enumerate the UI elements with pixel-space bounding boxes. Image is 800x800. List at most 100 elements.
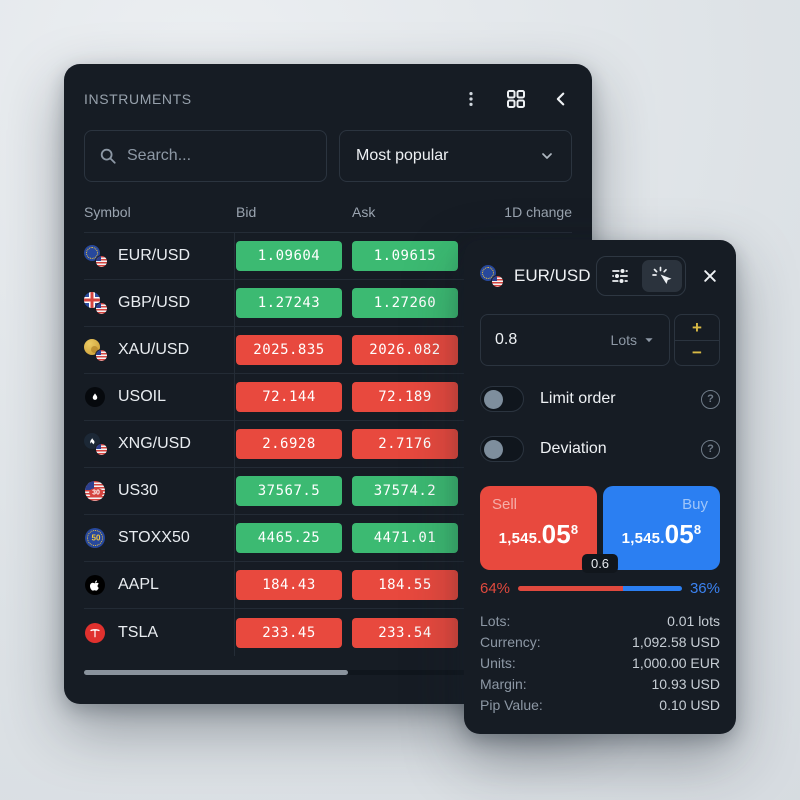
order-panel: EUR/USD Lots + − Limit order ? (464, 240, 736, 734)
bid-price-button[interactable]: 1.27243 (236, 288, 342, 318)
bid-price-button[interactable]: 184.43 (236, 570, 342, 600)
bid-price-button[interactable]: 2025.835 (236, 335, 342, 365)
instrument-icon (84, 573, 108, 597)
volume-increase-button[interactable]: + (675, 315, 719, 341)
bid-price-button[interactable]: 1.09604 (236, 241, 342, 271)
sentiment-sell-segment (518, 586, 623, 591)
detail-value: 10.93 USD (651, 676, 720, 692)
instrument-icon (84, 432, 108, 456)
detail-label: Margin: (480, 676, 527, 692)
chevron-down-icon (645, 338, 653, 343)
instrument-symbol: STOXX50 (118, 529, 190, 546)
grid-view-icon[interactable] (504, 87, 528, 111)
instrument-row[interactable]: XNG/USD 2.6928 2.7176 (84, 421, 572, 468)
detail-row: Units: 1,000.00 EUR (480, 653, 720, 674)
sentiment-bar: 64% 36% (480, 580, 720, 597)
instruments-table: EUR/USD 1.09604 1.09615 GBP/USD 1.27243 … (84, 232, 572, 656)
collapse-panel-icon[interactable] (550, 88, 572, 110)
column-1d-change: 1D change (504, 204, 572, 220)
search-input[interactable] (127, 147, 312, 165)
panel-title: INSTRUMENTS (84, 91, 192, 107)
detail-label: Pip Value: (480, 697, 543, 713)
order-symbol: EUR/USD (514, 266, 591, 285)
volume-unit-dropdown[interactable]: Lots (611, 332, 655, 348)
ask-price-button[interactable]: 1.09615 (352, 241, 458, 271)
instrument-row[interactable]: 50 STOXX50 4465.25 4471.01 (84, 515, 572, 562)
instrument-symbol: XAU/USD (118, 341, 190, 358)
detail-label: Lots: (480, 613, 511, 629)
bid-price-button[interactable]: 72.144 (236, 382, 342, 412)
buy-price: 1,545.058 (621, 519, 702, 549)
volume-stepper: + − (674, 314, 720, 366)
ask-price-button[interactable]: 233.54 (352, 617, 458, 648)
instrument-symbol: USOIL (118, 388, 167, 405)
sell-label: Sell (492, 496, 518, 513)
bid-price-button[interactable]: 37567.5 (236, 476, 342, 506)
instrument-row[interactable]: AAPL 184.43 184.55 (84, 562, 572, 609)
detail-row: Margin: 10.93 USD (480, 674, 720, 695)
deviation-toggle[interactable] (480, 436, 524, 462)
column-divider (234, 233, 235, 656)
volume-input[interactable] (495, 331, 555, 349)
volume-field[interactable]: Lots (480, 314, 670, 366)
eu-flag-icon (85, 528, 105, 548)
bid-price-button[interactable]: 2.6928 (236, 429, 342, 459)
scrollbar-thumb[interactable] (84, 670, 348, 675)
volume-decrease-button[interactable]: − (675, 341, 719, 366)
ask-price-button[interactable]: 4471.01 (352, 523, 458, 553)
detail-value: 1,000.00 EUR (632, 655, 720, 671)
sort-dropdown-value: Most popular (356, 147, 449, 164)
ask-price-button[interactable]: 184.55 (352, 570, 458, 600)
limit-order-help-icon[interactable]: ? (701, 389, 720, 409)
sentiment-buy-segment (622, 586, 682, 591)
instrument-icon (84, 385, 108, 409)
instrument-row[interactable]: EUR/USD 1.09604 1.09615 (84, 233, 572, 280)
sell-percent: 64% (480, 580, 511, 597)
volume-unit-label: Lots (610, 332, 637, 348)
kebab-menu-icon[interactable] (460, 88, 482, 110)
detail-label: Units: (480, 655, 516, 671)
instrument-row[interactable]: TSLA 233.45 233.54 (84, 609, 572, 656)
instrument-row[interactable]: XAU/USD 2025.835 2026.082 (84, 327, 572, 374)
oil-drop-icon (85, 387, 105, 407)
ask-price-button[interactable]: 37574.2 (352, 476, 458, 506)
instrument-symbol: US30 (118, 482, 159, 499)
detail-row: Lots: 0.01 lots (480, 611, 720, 632)
limit-order-label: Limit order (540, 390, 616, 407)
deviation-label: Deviation (540, 440, 607, 457)
sort-dropdown[interactable]: Most popular (339, 130, 572, 182)
one-click-trading-icon[interactable] (642, 260, 682, 292)
buy-button[interactable]: Buy 1,545.058 (603, 486, 720, 570)
limit-order-toggle[interactable] (480, 386, 524, 412)
search-box[interactable] (84, 130, 327, 182)
detail-value: 0.10 USD (659, 697, 720, 713)
table-header: Symbol Bid Ask 1D change (84, 204, 572, 232)
close-icon[interactable] (700, 266, 720, 286)
ask-price-button[interactable]: 2.7176 (352, 429, 458, 459)
bid-price-button[interactable]: 4465.25 (236, 523, 342, 553)
instrument-row[interactable]: 30 US30 37567.5 37574.2 (84, 468, 572, 515)
detail-value: 0.01 lots (667, 613, 720, 629)
ask-price-button[interactable]: 2026.082 (352, 335, 458, 365)
instrument-row[interactable]: USOIL 72.144 72.189 (84, 374, 572, 421)
bid-price-button[interactable]: 233.45 (236, 617, 342, 648)
order-settings-icon[interactable] (600, 260, 640, 292)
instrument-symbol: XNG/USD (118, 435, 191, 452)
horizontal-scrollbar[interactable] (84, 670, 572, 675)
detail-label: Currency: (480, 634, 541, 650)
instrument-icon: 50 (84, 526, 108, 550)
instrument-symbol: EUR/USD (118, 247, 191, 264)
column-symbol: Symbol (84, 204, 131, 220)
buy-percent: 36% (689, 580, 720, 597)
sell-price: 1,545.058 (498, 519, 579, 549)
tesla-logo-icon (85, 622, 105, 643)
ask-price-button[interactable]: 1.27260 (352, 288, 458, 318)
sell-button[interactable]: Sell 1,545.058 (480, 486, 597, 570)
apple-logo-icon (85, 575, 105, 595)
deviation-help-icon[interactable]: ? (701, 439, 720, 459)
ask-price-button[interactable]: 72.189 (352, 382, 458, 412)
search-icon (99, 147, 117, 165)
instrument-row[interactable]: GBP/USD 1.27243 1.27260 (84, 280, 572, 327)
instruments-header: INSTRUMENTS (84, 84, 572, 114)
order-mode-switch (596, 256, 686, 296)
